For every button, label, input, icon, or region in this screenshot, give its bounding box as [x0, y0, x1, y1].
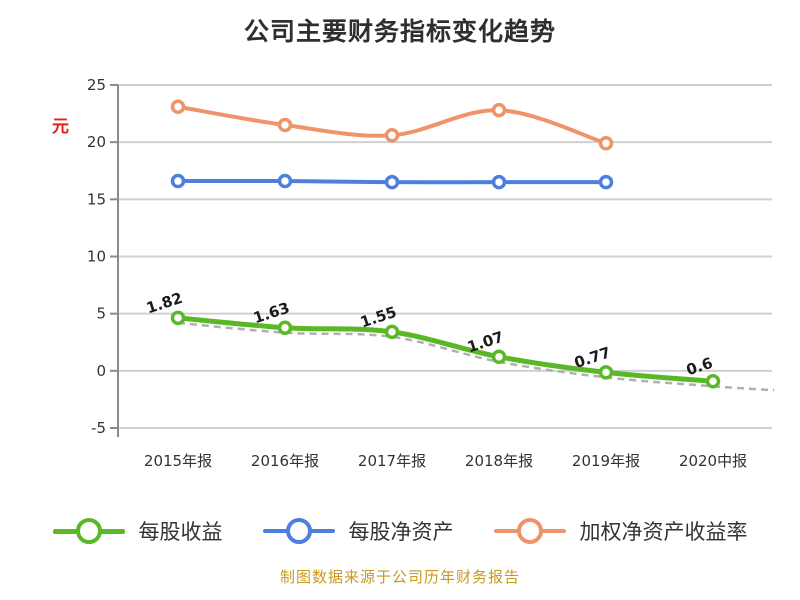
- legend-marker-bvps-icon: [262, 516, 335, 546]
- svg-text:20: 20: [87, 133, 106, 151]
- legend-label-roe: 加权净资产收益率: [579, 520, 748, 544]
- svg-text:0: 0: [96, 362, 106, 380]
- svg-text:元: 元: [52, 117, 69, 137]
- legend-marker-eps-icon: [52, 516, 125, 546]
- legend-label-bvps: 每股净资产: [348, 520, 454, 544]
- svg-text:2020中报: 2020中报: [679, 452, 747, 470]
- legend-marker-roe-icon: [493, 516, 566, 546]
- legend-item-eps[interactable]: 每股收益: [52, 516, 223, 546]
- legend-item-bvps[interactable]: 每股净资产: [262, 516, 454, 546]
- svg-text:5: 5: [96, 305, 106, 323]
- legend-item-roe[interactable]: 加权净资产收益率: [493, 516, 748, 546]
- svg-text:25: 25: [87, 76, 106, 94]
- svg-text:2016年报: 2016年报: [251, 452, 319, 470]
- svg-text:2018年报: 2018年报: [465, 452, 533, 470]
- svg-text:10: 10: [87, 248, 106, 266]
- svg-text:2017年报: 2017年报: [358, 452, 426, 470]
- chart-footnote: 制图数据来源于公司历年财务报告: [279, 568, 520, 586]
- svg-text:-5: -5: [91, 419, 106, 437]
- svg-text:2019年报: 2019年报: [572, 452, 640, 470]
- svg-text:2015年报: 2015年报: [144, 452, 212, 470]
- plot-area: 25 20 15 10 5 0 -5 元 2015年报 2016年报 2017年报 2018年报 201…: [52, 76, 775, 470]
- svg-text:15: 15: [87, 190, 106, 208]
- legend-label-eps: 每股收益: [138, 520, 223, 544]
- chart-title: 公司主要财务指标变化趋势: [243, 17, 556, 46]
- legend: 每股收益 每股净资产 加权净资产收益率: [0, 516, 800, 546]
